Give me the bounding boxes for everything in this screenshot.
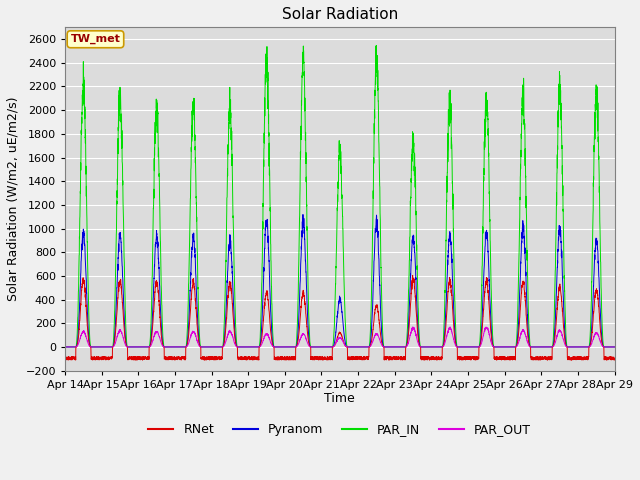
PAR_IN <box>494 344 502 350</box>
PAR_OUT <box>61 344 69 350</box>
Line: PAR_OUT: PAR_OUT <box>65 327 614 347</box>
RNet <box>495 356 502 362</box>
PAR_OUT <box>463 344 471 350</box>
RNet <box>160 344 168 350</box>
Line: Pyranom: Pyranom <box>65 215 614 347</box>
PAR_OUT <box>160 344 168 350</box>
X-axis label: Time: Time <box>324 393 355 406</box>
RNet <box>463 355 471 361</box>
Pyranom <box>299 212 307 217</box>
RNet <box>243 357 250 363</box>
PAR_IN <box>61 344 69 350</box>
RNet <box>61 357 69 362</box>
RNet <box>611 357 618 363</box>
Pyranom <box>494 344 502 350</box>
PAR_IN <box>160 343 168 349</box>
Line: RNet: RNet <box>65 276 614 360</box>
RNet <box>610 356 618 361</box>
Pyranom <box>463 344 471 350</box>
PAR_OUT <box>610 344 618 350</box>
Line: PAR_IN: PAR_IN <box>65 46 614 347</box>
PAR_IN <box>433 344 440 350</box>
Text: TW_met: TW_met <box>70 34 120 45</box>
PAR_OUT <box>446 324 454 330</box>
Pyranom <box>611 344 618 350</box>
PAR_OUT <box>494 344 502 350</box>
PAR_OUT <box>433 344 440 350</box>
PAR_IN <box>372 43 380 48</box>
Pyranom <box>433 344 440 350</box>
RNet <box>433 357 440 362</box>
Y-axis label: Solar Radiation (W/m2, uE/m2/s): Solar Radiation (W/m2, uE/m2/s) <box>7 96 20 301</box>
PAR_IN <box>463 344 471 350</box>
Legend: RNet, Pyranom, PAR_IN, PAR_OUT: RNet, Pyranom, PAR_IN, PAR_OUT <box>143 418 536 441</box>
Pyranom <box>160 344 168 350</box>
RNet <box>409 273 417 278</box>
PAR_IN <box>319 344 327 350</box>
PAR_IN <box>610 344 618 350</box>
PAR_OUT <box>319 344 327 350</box>
Title: Solar Radiation: Solar Radiation <box>282 7 398 22</box>
PAR_OUT <box>611 344 618 350</box>
Pyranom <box>61 344 69 350</box>
Pyranom <box>610 344 618 350</box>
Pyranom <box>319 344 327 350</box>
PAR_IN <box>611 344 618 350</box>
RNet <box>319 354 327 360</box>
